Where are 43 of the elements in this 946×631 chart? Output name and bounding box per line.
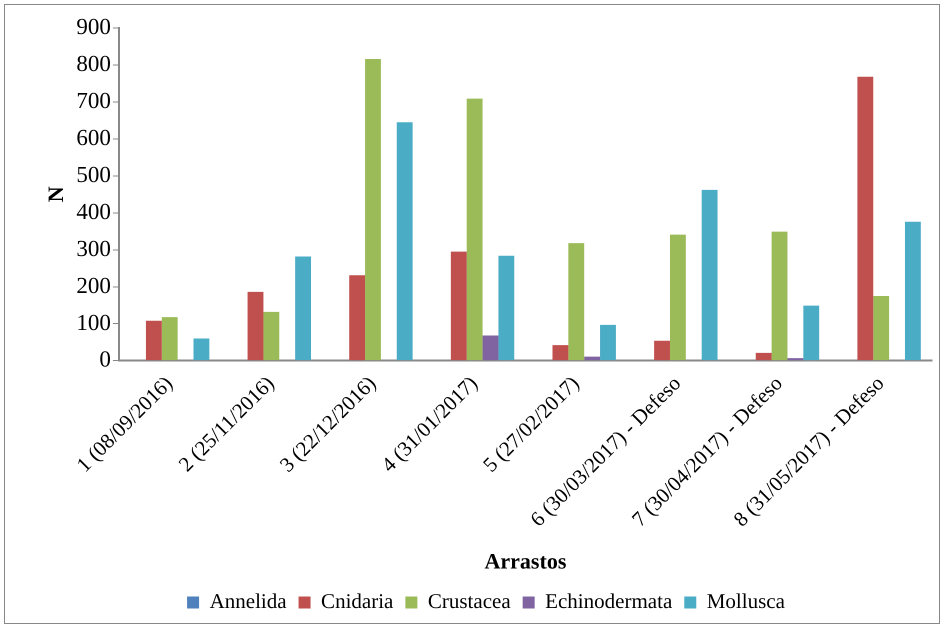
bar	[600, 324, 616, 360]
bar	[904, 222, 921, 360]
legend-label: Mollusca	[706, 589, 786, 614]
legend-label: Crustacea	[428, 589, 512, 614]
bar	[248, 292, 264, 360]
bar	[702, 190, 718, 360]
y-tick-label: 500	[76, 162, 111, 187]
bar	[756, 352, 772, 360]
bar	[654, 340, 670, 360]
bar	[396, 122, 413, 360]
bar	[349, 275, 366, 360]
bar	[295, 256, 311, 360]
bar	[857, 76, 874, 360]
y-axis-title: N	[42, 186, 68, 202]
legend-label: Cnidaria	[321, 589, 394, 614]
legend-label: Echinodermata	[545, 589, 673, 614]
y-tick-label: 600	[76, 124, 111, 150]
bar	[162, 317, 178, 360]
y-tick-label: 700	[76, 88, 111, 113]
bar	[482, 336, 498, 360]
bar	[450, 252, 467, 360]
y-tick-label: 400	[76, 198, 111, 224]
bar	[263, 312, 280, 360]
bar	[568, 243, 584, 360]
x-axis-title: Arrastos	[484, 548, 567, 574]
bar	[146, 320, 162, 360]
bar	[670, 234, 686, 360]
bar	[498, 256, 514, 360]
bar	[365, 59, 381, 360]
y-tick-label: 100	[76, 310, 111, 335]
bar	[552, 345, 568, 360]
bar	[772, 232, 788, 360]
y-tick-label: 300	[76, 236, 111, 261]
bar	[803, 306, 820, 360]
bar	[194, 338, 210, 360]
legend-label: Annelida	[210, 589, 288, 614]
bar	[873, 296, 890, 360]
y-tick-label: 900	[76, 14, 111, 40]
y-tick-label: 800	[76, 51, 111, 76]
bar	[466, 98, 483, 360]
bar	[584, 356, 600, 360]
y-tick-label: 0	[99, 346, 111, 372]
y-tick-label: 200	[76, 272, 111, 298]
